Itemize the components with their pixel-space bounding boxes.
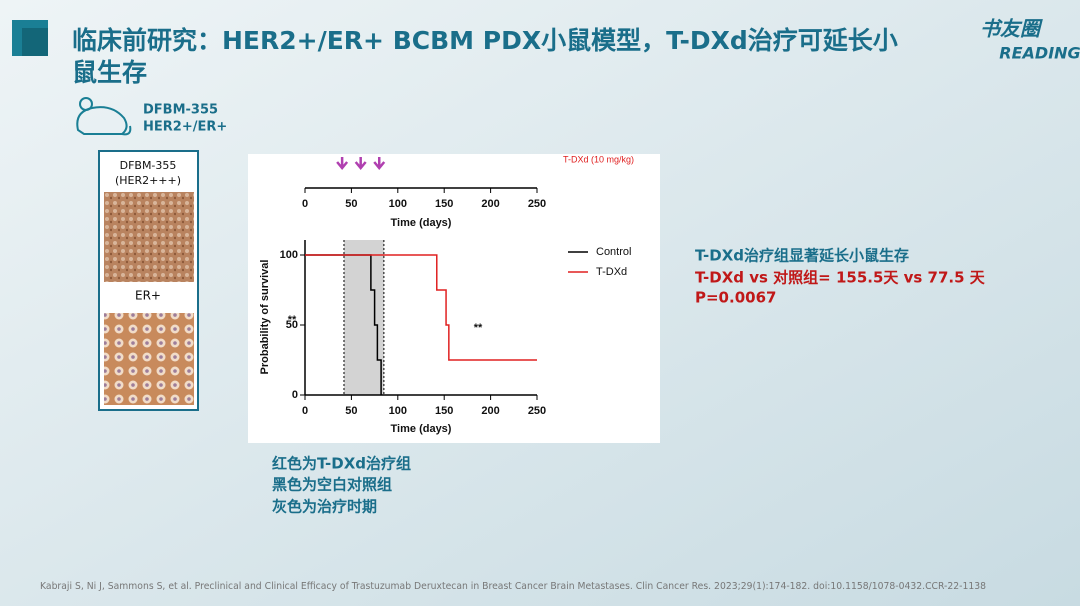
x-tick-label: 50	[345, 405, 357, 417]
top-axis-label: Time (days)	[391, 217, 452, 229]
logo-top: 书友圈	[980, 17, 1043, 41]
top-tick-label: 200	[481, 198, 499, 210]
title: 临床前研究：HER2+/ER+ BCBM PDX小鼠模型，T-DXd治疗可延长小	[72, 26, 898, 55]
histology-image	[104, 192, 194, 282]
panel-label: ER+	[135, 289, 161, 303]
legend-label: T-DXd	[596, 266, 627, 278]
treatment-shade	[343, 240, 384, 395]
panel-header: DFBM-355	[120, 159, 177, 172]
histology-image	[104, 313, 194, 405]
y-tick-label: 100	[280, 249, 298, 261]
x-tick-label: 250	[528, 405, 546, 417]
treatment-arrow	[354, 157, 367, 170]
title-icon-inner	[22, 28, 48, 56]
citation: Kabraji S, Ni J, Sammons S, et al. Precl…	[40, 581, 986, 592]
title: 鼠生存	[72, 58, 147, 87]
x-tick-label: 0	[302, 405, 308, 417]
treatment-label: T-DXd (10 mg/kg)	[563, 154, 634, 164]
x-axis-label: Time (days)	[391, 423, 452, 435]
model-name: DFBM-355	[143, 103, 218, 118]
legend-label: Control	[596, 246, 631, 258]
panel-header: (HER2+++)	[115, 174, 181, 187]
x-tick-label: 150	[435, 405, 453, 417]
top-tick-label: 100	[389, 198, 407, 210]
annotation: **	[288, 314, 297, 326]
y-tick-label: 0	[292, 389, 298, 401]
y-axis-label: Probability of survival	[259, 260, 271, 375]
finding: P=0.0067	[695, 289, 776, 307]
x-tick-label: 200	[481, 405, 499, 417]
top-tick-label: 150	[435, 198, 453, 210]
note: 黑色为空白对照组	[272, 476, 392, 494]
top-tick-label: 50	[345, 198, 357, 210]
note: 灰色为治疗时期	[272, 498, 377, 516]
treatment-arrow	[336, 157, 349, 170]
mouse-icon	[76, 97, 132, 136]
survival-curve	[305, 254, 537, 361]
note: 红色为T-DXd治疗组	[272, 455, 411, 473]
survival-curve	[305, 254, 382, 395]
chart-panel	[248, 154, 660, 443]
treatment-arrow	[373, 157, 386, 170]
top-tick-label: 250	[528, 198, 546, 210]
y-tick-label: 50	[286, 319, 298, 331]
finding: T-DXd vs 对照组= 155.5天 vs 77.5 天	[695, 269, 986, 287]
top-tick-label: 0	[302, 198, 308, 210]
annotation: **	[474, 322, 483, 334]
logo-bottom: READING	[999, 44, 1080, 63]
finding: T-DXd治疗组显著延长小鼠生存	[695, 247, 909, 265]
x-tick-label: 100	[389, 405, 407, 417]
model-subtype: HER2+/ER+	[143, 120, 227, 135]
